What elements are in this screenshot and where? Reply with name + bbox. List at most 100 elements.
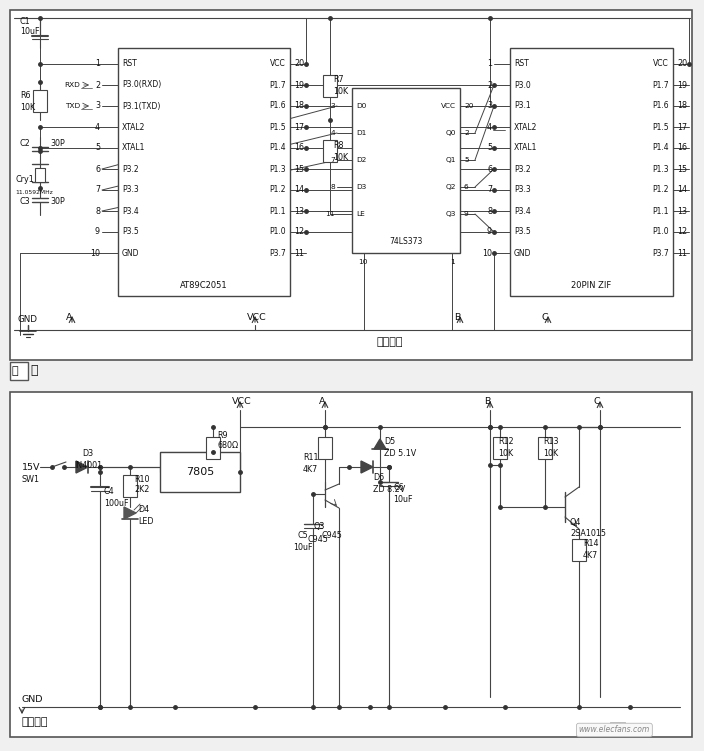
Text: D5: D5: [384, 438, 395, 447]
Text: TXD: TXD: [65, 103, 80, 109]
Bar: [33, 90, 47, 112]
Text: 8: 8: [95, 207, 100, 216]
Text: 100uF: 100uF: [104, 499, 129, 508]
Text: C1: C1: [20, 17, 31, 26]
Text: 4: 4: [330, 130, 335, 136]
Text: 1: 1: [487, 59, 492, 68]
Text: P1.6: P1.6: [270, 101, 286, 110]
Text: VCC: VCC: [441, 103, 456, 109]
Text: 10K: 10K: [333, 152, 348, 161]
Text: 7805: 7805: [186, 467, 214, 477]
Text: ZD 5.1V: ZD 5.1V: [384, 448, 416, 457]
Text: D1: D1: [356, 130, 366, 136]
Text: 30P: 30P: [50, 138, 65, 147]
Text: XTAL1: XTAL1: [122, 143, 145, 152]
Text: 10K: 10K: [333, 88, 348, 96]
Text: P1.2: P1.2: [653, 185, 669, 195]
Bar: [510, 48, 673, 296]
Text: 3: 3: [487, 101, 492, 110]
Text: 10: 10: [358, 259, 367, 265]
Text: P1.6: P1.6: [653, 101, 669, 110]
Text: D6: D6: [373, 472, 384, 481]
Text: P3.5: P3.5: [122, 228, 139, 237]
Text: 12: 12: [677, 228, 687, 237]
Text: 6: 6: [95, 164, 100, 173]
Text: 二: 二: [30, 364, 37, 378]
Bar: [206, 437, 220, 459]
Text: 18: 18: [294, 101, 304, 110]
Text: 16: 16: [294, 143, 304, 152]
Text: C2: C2: [20, 138, 31, 147]
Text: P1.1: P1.1: [270, 207, 286, 216]
Text: 20: 20: [294, 59, 304, 68]
Text: 4: 4: [95, 122, 100, 131]
Text: R11: R11: [303, 453, 318, 462]
Text: RST: RST: [514, 59, 529, 68]
Text: 19: 19: [677, 80, 687, 89]
Text: SW1: SW1: [22, 475, 40, 484]
Text: LE: LE: [356, 211, 365, 217]
Text: A: A: [65, 313, 73, 322]
Text: 15: 15: [294, 164, 304, 173]
Text: 4: 4: [487, 122, 492, 131]
Text: R12: R12: [498, 438, 514, 447]
Text: Q4: Q4: [570, 517, 582, 526]
Text: 15: 15: [677, 164, 687, 173]
Text: 2SA1015: 2SA1015: [570, 529, 606, 538]
Text: IN4001: IN4001: [74, 460, 102, 469]
Text: P3.3: P3.3: [514, 185, 531, 195]
Text: AT89C2051: AT89C2051: [180, 282, 228, 291]
Text: P1.7: P1.7: [270, 80, 286, 89]
Text: VCC: VCC: [247, 313, 267, 322]
Text: P3.0: P3.0: [514, 80, 531, 89]
Text: 5: 5: [464, 157, 469, 163]
Text: D0: D0: [356, 103, 366, 109]
Text: 20: 20: [677, 59, 687, 68]
Text: 9: 9: [487, 228, 492, 237]
Text: C: C: [593, 397, 601, 406]
Text: P3.4: P3.4: [122, 207, 139, 216]
Text: 6: 6: [487, 164, 492, 173]
Text: 19: 19: [294, 80, 304, 89]
Text: 电源电路: 电源电路: [22, 717, 49, 727]
Text: R9: R9: [217, 430, 227, 439]
Text: C3: C3: [20, 198, 31, 207]
Bar: [610, 722, 625, 734]
Text: 30P: 30P: [50, 198, 65, 207]
Bar: [123, 475, 137, 497]
Text: 9: 9: [95, 228, 100, 237]
Text: A: A: [319, 397, 325, 406]
Text: VCC: VCC: [653, 59, 669, 68]
Text: 2: 2: [464, 130, 469, 136]
Bar: [10, 10, 692, 360]
Polygon shape: [361, 461, 373, 473]
Text: P1.5: P1.5: [270, 122, 286, 131]
Text: B: B: [484, 397, 490, 406]
Text: R14: R14: [583, 539, 598, 548]
Text: 2: 2: [95, 80, 100, 89]
Text: 4K7: 4K7: [583, 551, 598, 560]
Text: 1: 1: [95, 59, 100, 68]
Text: P3.7: P3.7: [269, 249, 286, 258]
Text: GND: GND: [514, 249, 532, 258]
Text: R13: R13: [543, 438, 558, 447]
Text: GND: GND: [122, 249, 139, 258]
Text: 11: 11: [677, 249, 687, 258]
Bar: [160, 452, 240, 492]
Bar: [118, 48, 290, 296]
Text: Q3: Q3: [446, 211, 456, 217]
Text: Cry1: Cry1: [15, 176, 34, 185]
Text: P3.4: P3.4: [514, 207, 531, 216]
Text: 10uF: 10uF: [20, 28, 39, 37]
Polygon shape: [374, 439, 386, 449]
Text: 1: 1: [450, 259, 455, 265]
Text: VCC: VCC: [232, 397, 252, 406]
Text: 15V: 15V: [22, 463, 41, 472]
Text: 10: 10: [90, 249, 100, 258]
Text: C945: C945: [321, 532, 342, 541]
Text: www.elecfans.com: www.elecfans.com: [579, 725, 650, 734]
Text: P1.3: P1.3: [270, 164, 286, 173]
Text: 17: 17: [294, 122, 304, 131]
Text: 11: 11: [294, 249, 304, 258]
Text: D4: D4: [138, 505, 149, 514]
